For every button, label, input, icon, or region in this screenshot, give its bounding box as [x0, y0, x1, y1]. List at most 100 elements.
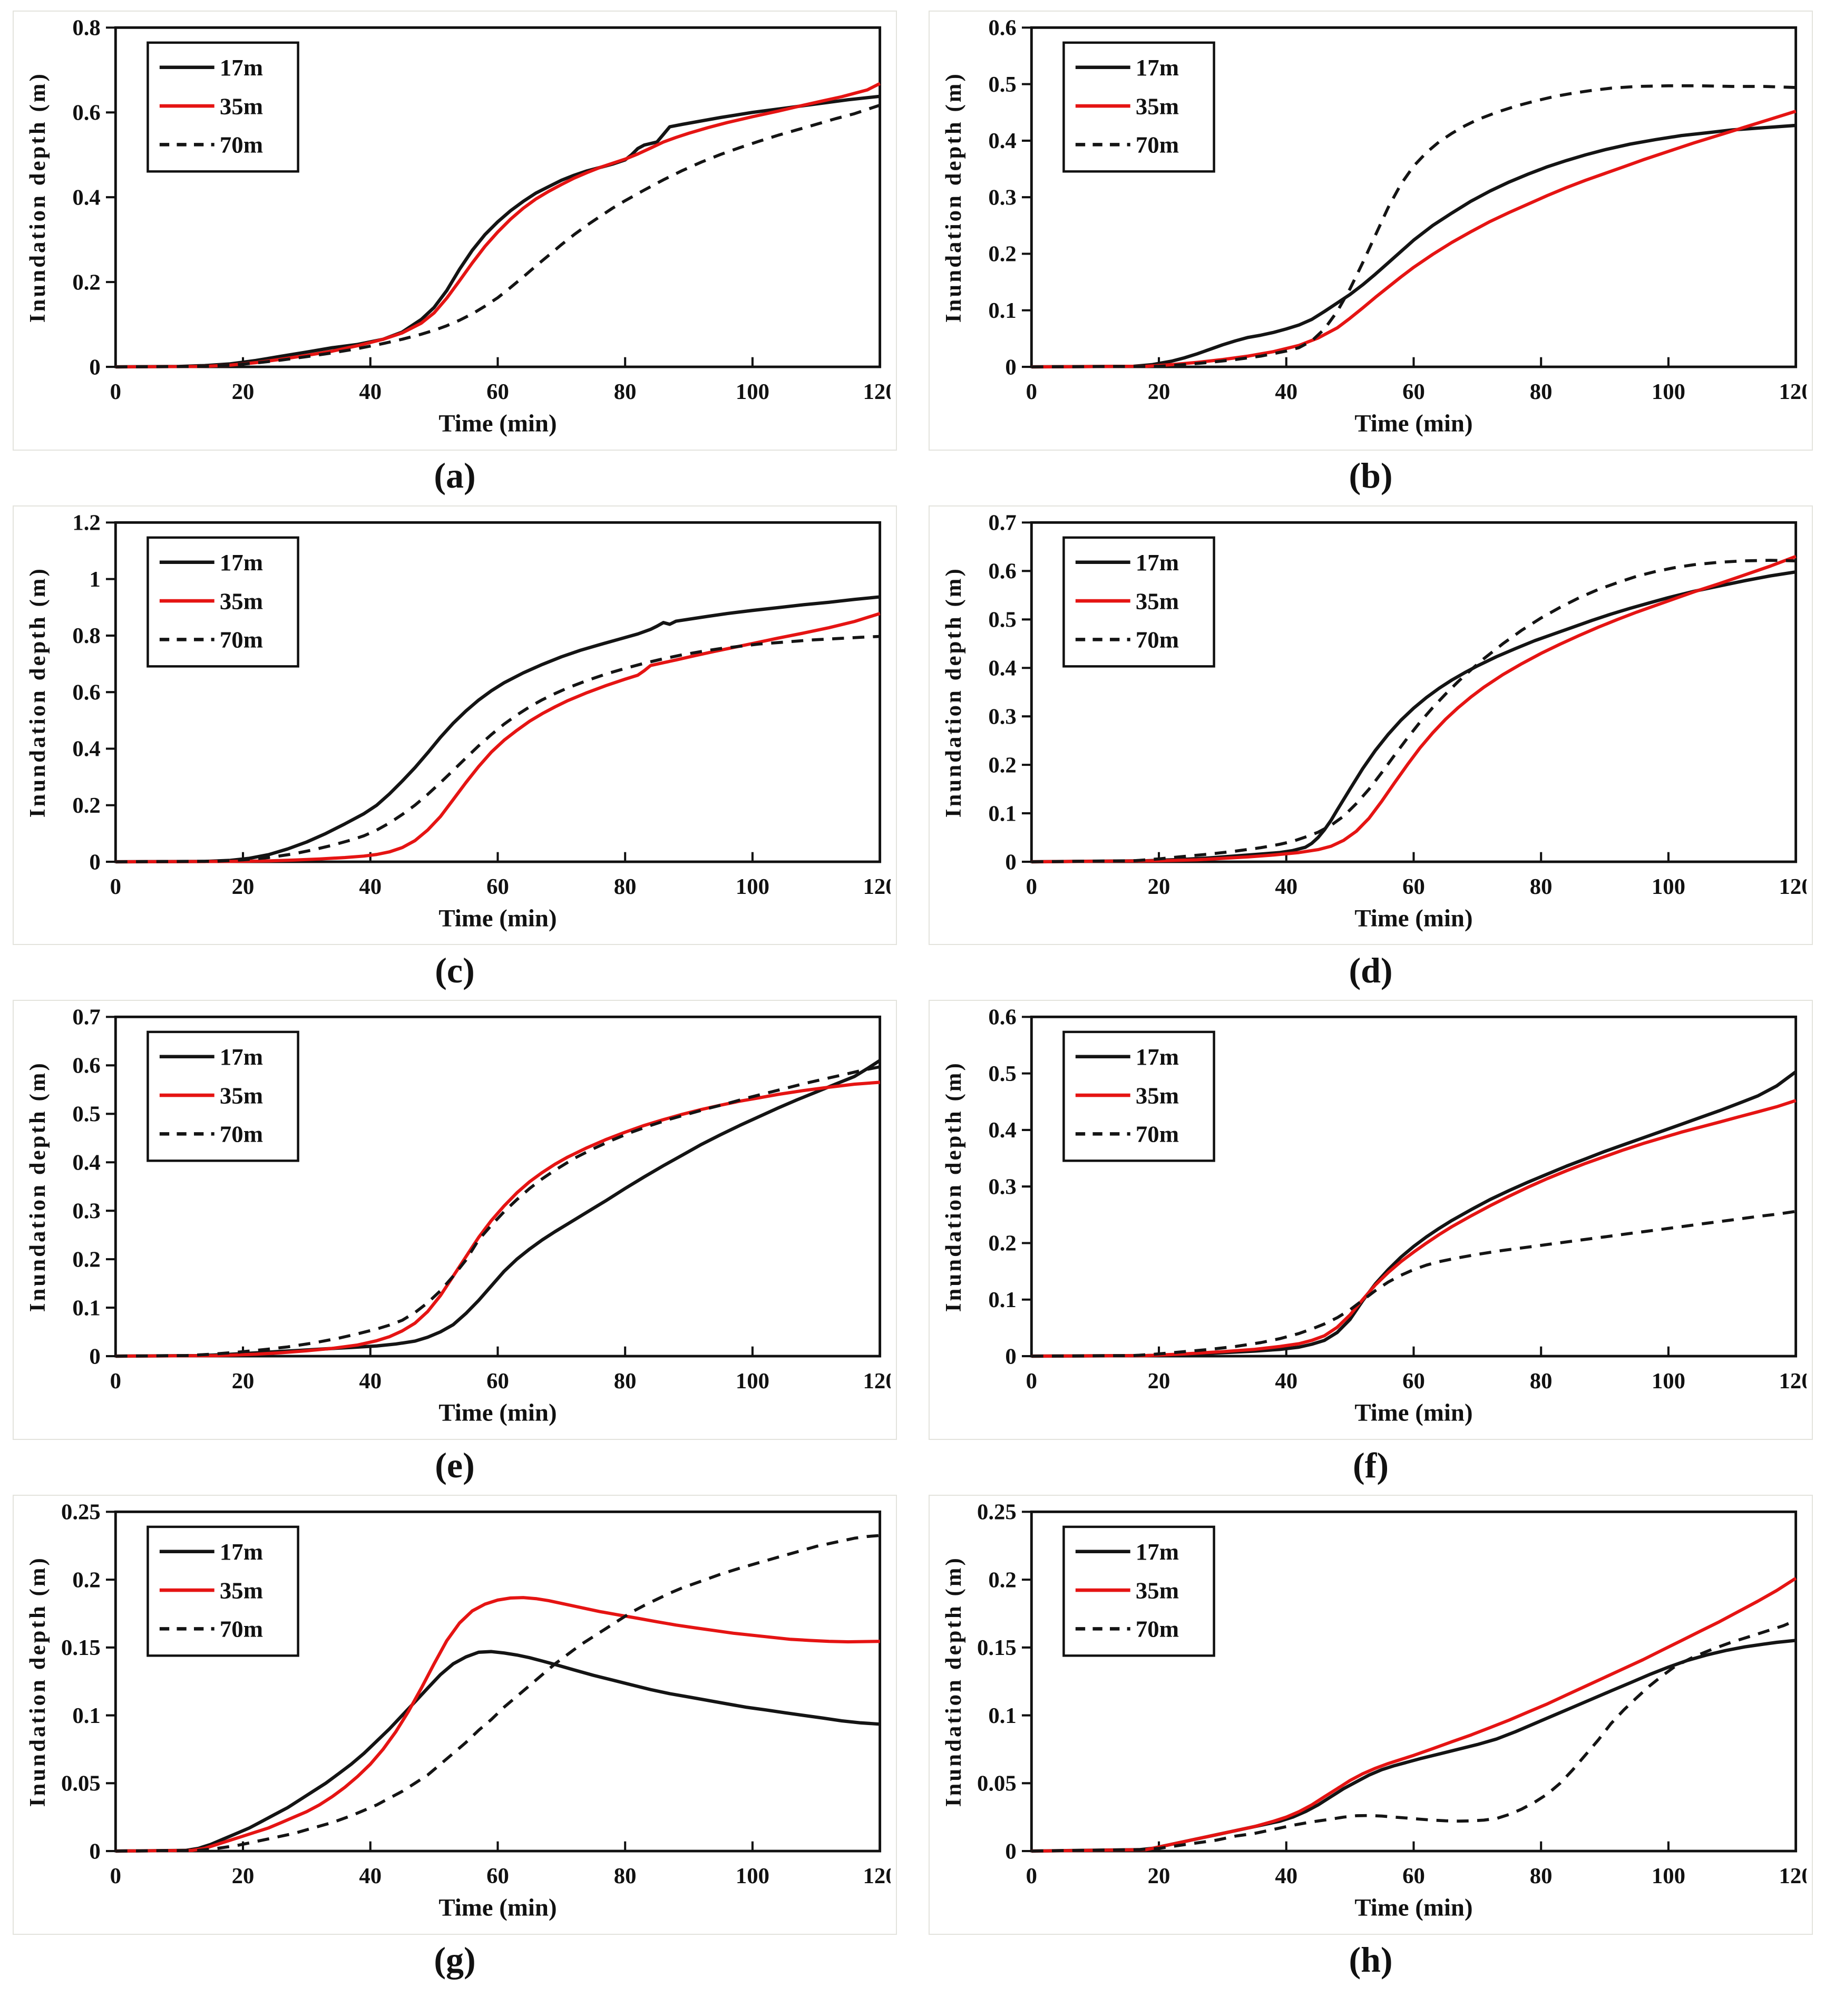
- y-axis-title: Inundation depth (m): [941, 1556, 966, 1807]
- line-chart-f: 0 0.1 0.2 0.3 0.4 0.5 0.6 0 20 40 60 80 100 120 Time (…: [941, 1006, 1807, 1426]
- x-tick-label: 100: [1652, 379, 1685, 404]
- y-axis-title: Inundation depth (m): [25, 72, 50, 323]
- x-tick-label: 80: [614, 1864, 637, 1888]
- x-axis-title: Time (min): [438, 410, 557, 437]
- y-tick-label: 0.8: [72, 624, 100, 648]
- legend-label-70m: 70m: [1136, 1616, 1179, 1642]
- legend-label-70m: 70m: [220, 132, 263, 158]
- x-tick-label: 80: [614, 379, 637, 404]
- x-tick-label: 80: [1530, 1864, 1553, 1888]
- x-tick-label: 60: [1402, 1369, 1425, 1394]
- y-tick-label: 0: [89, 850, 100, 874]
- y-tick-label: 0.4: [72, 1151, 100, 1175]
- legend-label-17m: 17m: [220, 1044, 263, 1070]
- chart-panel-g: 0 0.05 0.1 0.15 0.2 0.25 0 20 40 60 80 100 120 Time (…: [13, 1495, 897, 1985]
- legend-box: [147, 1031, 299, 1162]
- y-tick-label: 0.4: [988, 656, 1016, 680]
- x-tick-label: 120: [1779, 874, 1807, 899]
- series-line-17m: [1031, 1639, 1796, 1853]
- x-tick-label: 100: [736, 1369, 769, 1394]
- legend-label-70m: 70m: [220, 1616, 263, 1642]
- y-tick-label: 0.5: [72, 1102, 100, 1127]
- chart-panel-c: 0 0.2 0.4 0.6 0.8 1 1.2 0 20 40 60 80 100 120 Time (mi…: [13, 505, 897, 996]
- x-tick-label: 80: [614, 874, 637, 899]
- legend-label-70m: 70m: [1136, 626, 1179, 652]
- series-line-70m: [115, 1065, 881, 1358]
- line-chart-e: 0 0.1 0.2 0.3 0.4 0.5 0.6 0.7 0 20 40 60 80 100 120 Tim…: [25, 1006, 891, 1426]
- legend-label-35m: 35m: [1136, 1083, 1179, 1109]
- x-tick-label: 40: [1275, 1864, 1297, 1888]
- chart-box-h: 0 0.05 0.1 0.15 0.2 0.25 0 20 40 60 80 100 120 Time (…: [929, 1495, 1813, 1935]
- series-line-35m: [1031, 110, 1797, 369]
- y-tick-label: 0.1: [988, 801, 1016, 826]
- y-tick-label: 0.6: [988, 559, 1016, 583]
- x-tick-label: 40: [359, 1864, 382, 1888]
- x-tick-label: 20: [1148, 1864, 1170, 1888]
- series-line-17m: [115, 94, 880, 369]
- legend-label-17m: 17m: [220, 549, 263, 576]
- series-line-35m: [1031, 554, 1797, 863]
- panel-label-a: (a): [434, 455, 476, 496]
- chart-grid: 00.20.40.60.8020406080100120Time (min)In…: [13, 11, 1813, 1985]
- y-tick-label: 0.4: [72, 185, 100, 210]
- y-tick-label: 0.6: [988, 1006, 1016, 1030]
- y-tick-label: 0.6: [72, 1054, 100, 1078]
- y-tick-label: 0.4: [988, 1118, 1016, 1143]
- line-chart-g: 0 0.05 0.1 0.15 0.2 0.25 0 20 40 60 80 100 120 Time (…: [25, 1501, 891, 1921]
- x-tick-label: 100: [736, 1864, 769, 1888]
- y-axis-title: Inundation depth (m): [941, 1061, 966, 1312]
- x-tick-label: 40: [359, 874, 382, 899]
- x-tick-label: 40: [1275, 874, 1297, 899]
- y-tick-label: 0.3: [988, 185, 1016, 210]
- y-tick-label: 0.5: [988, 1061, 1016, 1086]
- y-tick-label: 0.15: [977, 1635, 1017, 1660]
- series-line-17m: [1031, 570, 1797, 863]
- x-tick-label: 40: [359, 1369, 382, 1394]
- x-tick-label: 60: [486, 379, 509, 404]
- x-tick-label: 20: [1148, 1369, 1170, 1394]
- chart-box-d: 0 0.1 0.2 0.3 0.4 0.5 0.6 0.7 0 20 40 60 80 100 120 Tim…: [929, 505, 1813, 946]
- legend-label-70m: 70m: [1136, 132, 1179, 158]
- y-tick-label: 0.1: [72, 1703, 100, 1728]
- y-tick-label: 0.05: [61, 1771, 101, 1796]
- series-line-17m: [115, 1650, 880, 1853]
- x-tick-label: 60: [1402, 874, 1425, 899]
- series-line-17m: [1031, 123, 1796, 369]
- x-tick-label: 40: [359, 379, 382, 404]
- panel-label-c: (c): [435, 950, 475, 990]
- y-tick-label: 0: [89, 1345, 100, 1369]
- y-axis-title: Inundation depth (m): [25, 567, 50, 817]
- y-tick-label: 0.1: [72, 1296, 100, 1321]
- x-axis-title: Time (min): [1354, 904, 1472, 932]
- legend-label-70m: 70m: [220, 1121, 263, 1147]
- chart-box-a: 0 0.2 0.4 0.6 0.8 0 20 40 60 80 100 120 Time (min) In…: [13, 11, 897, 451]
- y-tick-label: 0.3: [988, 1175, 1016, 1200]
- series-line-35m: [115, 611, 881, 863]
- legend-label-35m: 35m: [220, 93, 263, 119]
- series-line-17m: [1031, 1070, 1797, 1358]
- y-tick-label: 0.5: [988, 607, 1016, 632]
- panel-label-b: (b): [1349, 455, 1393, 496]
- y-tick-label: 1: [89, 567, 100, 592]
- chart-box-b: 0 0.1 0.2 0.3 0.4 0.5 0.6 0 20 40 60 80 100 120 Time (…: [929, 11, 1813, 451]
- x-tick-label: 60: [486, 1369, 509, 1394]
- series-line-70m: [1031, 1210, 1797, 1358]
- y-tick-label: 0.3: [72, 1199, 100, 1224]
- x-tick-label: 120: [863, 1369, 891, 1394]
- line-chart-c: 0 0.2 0.4 0.6 0.8 1 1.2 0 20 40 60 80 100 120 Time (mi…: [25, 512, 891, 932]
- legend-label-17m: 17m: [1136, 1538, 1179, 1565]
- x-tick-label: 0: [110, 1864, 121, 1888]
- y-tick-label: 0.15: [61, 1635, 101, 1660]
- x-tick-label: 40: [1275, 1369, 1297, 1394]
- y-tick-label: 0.1: [988, 1703, 1016, 1728]
- line-chart-a: 0 0.2 0.4 0.6 0.8 0 20 40 60 80 100 120 Time (min) In…: [25, 17, 891, 437]
- y-tick-label: 0: [1005, 355, 1016, 379]
- panel-label-d: (d): [1349, 950, 1393, 990]
- x-tick-label: 100: [736, 874, 769, 899]
- legend-label-70m: 70m: [1136, 1121, 1179, 1147]
- y-tick-label: 0: [1005, 850, 1016, 874]
- y-tick-label: 0.4: [72, 736, 100, 761]
- line-chart-b: 0 0.1 0.2 0.3 0.4 0.5 0.6 0 20 40 60 80 100 120 Time (…: [941, 17, 1807, 437]
- panel-label-g: (g): [434, 1940, 476, 1980]
- legend-label-70m: 70m: [220, 626, 263, 652]
